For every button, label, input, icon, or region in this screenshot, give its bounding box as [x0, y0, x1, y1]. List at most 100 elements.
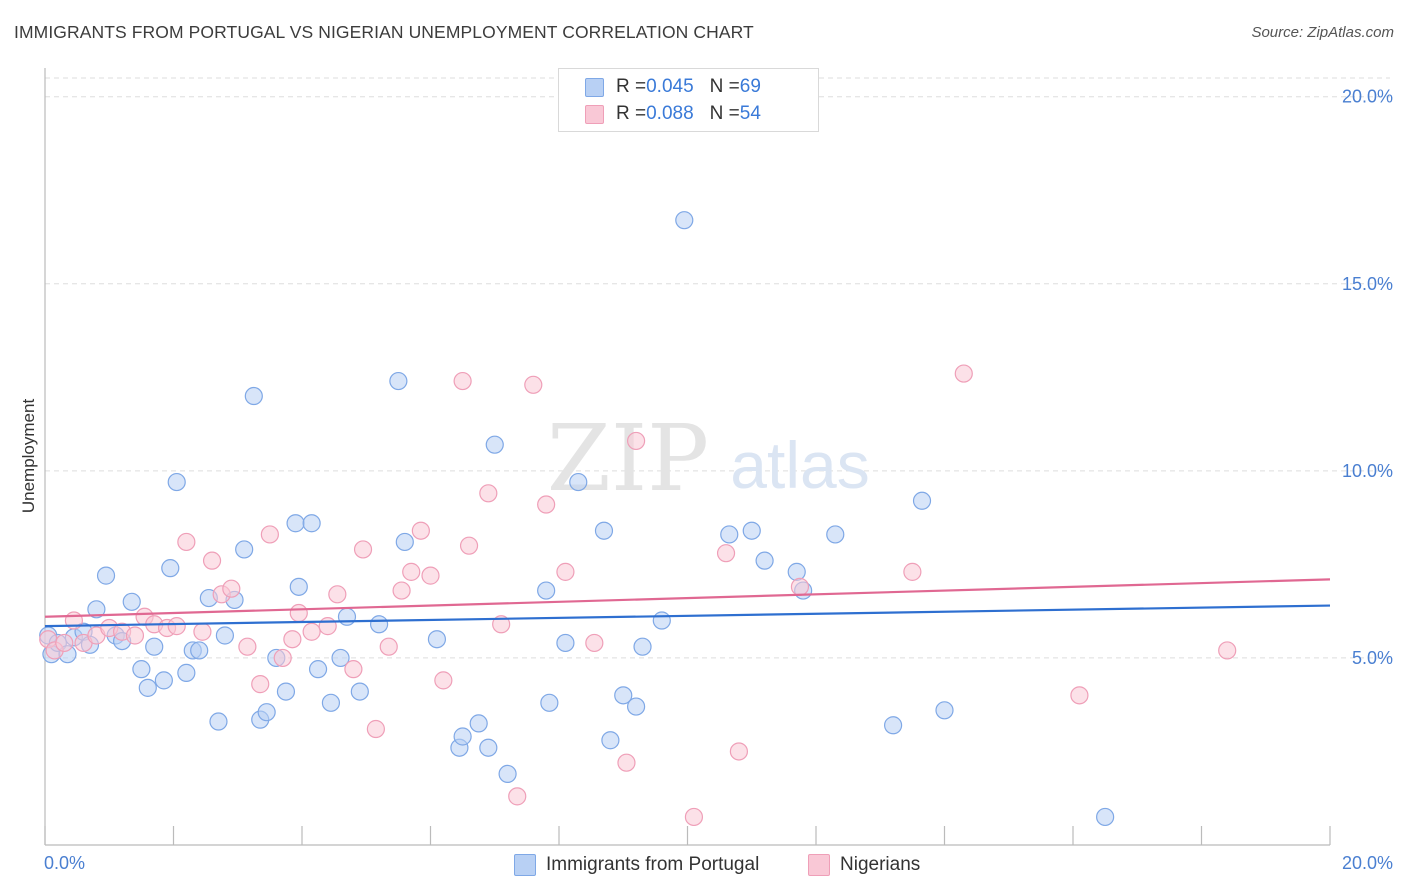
point-nigerians: [222, 579, 241, 598]
legend-r-label: R =: [616, 76, 647, 97]
point-nigerians: [328, 585, 347, 604]
point-nigerians: [366, 719, 385, 739]
point-portugal: [209, 712, 228, 731]
point-portugal: [276, 682, 296, 701]
legend-swatch-pink: [585, 104, 604, 124]
point-portugal: [257, 703, 276, 722]
grid-lines: [45, 77, 1390, 659]
point-nigerians: [302, 622, 321, 641]
point-portugal: [154, 671, 173, 690]
point-portugal: [244, 386, 263, 406]
y-tick-label: 5.0%: [1352, 648, 1393, 668]
series-immigrants-from-portugal: [39, 211, 1115, 827]
point-nigerians: [556, 562, 575, 581]
bottom-legend-nigerians: Nigerians: [808, 852, 920, 878]
point-nigerians: [238, 637, 257, 656]
point-nigerians: [55, 633, 74, 653]
point-nigerians: [411, 521, 430, 540]
tick-labels: 5.0% 10.0% 15.0% 20.0% 0.0% 20.0%: [44, 87, 1393, 873]
point-portugal: [498, 764, 517, 784]
point-nigerians: [260, 525, 279, 544]
point-portugal: [614, 686, 633, 705]
trend-line-nigerians: [44, 578, 1331, 618]
point-nigerians: [379, 637, 398, 656]
legend-row-nigerians: R = 0.088 N = 54: [585, 101, 761, 127]
point-portugal: [161, 559, 180, 578]
point-portugal: [132, 660, 151, 679]
y-tick-label: 10.0%: [1342, 461, 1393, 481]
point-portugal: [308, 660, 328, 679]
point-portugal: [321, 693, 341, 712]
watermark-atlas: atlas: [730, 428, 869, 502]
point-portugal: [540, 693, 559, 712]
point-portugal: [389, 371, 408, 391]
point-nigerians: [421, 566, 440, 585]
point-nigerians: [903, 562, 922, 581]
point-nigerians: [716, 544, 736, 563]
point-nigerians: [1218, 641, 1237, 660]
point-portugal: [469, 714, 488, 733]
point-portugal: [190, 641, 209, 660]
point-portugal: [337, 607, 357, 626]
point-portugal: [215, 626, 234, 645]
legend-box: R = 0.045 N = 69 R = 0.088 N = 54: [558, 68, 819, 132]
series-nigerians: [39, 364, 1237, 827]
legend-n-value: 69: [739, 76, 761, 97]
point-nigerians: [954, 364, 973, 383]
bottom-legend-swatch-blue: [514, 854, 536, 876]
point-portugal: [720, 525, 739, 544]
point-nigerians: [177, 532, 196, 552]
point-nigerians: [193, 622, 212, 641]
point-nigerians: [524, 375, 543, 394]
bottom-legend-label-portugal: Immigrants from Portugal: [546, 854, 760, 875]
point-nigerians: [318, 617, 337, 636]
point-nigerians: [626, 431, 646, 451]
point-portugal: [145, 637, 164, 656]
legend-r-value: 0.045: [646, 76, 694, 97]
bottom-legend-portugal: Immigrants from Portugal: [514, 852, 759, 878]
point-nigerians: [492, 615, 511, 634]
point-portugal: [331, 648, 350, 668]
point-portugal: [537, 581, 556, 600]
x-tick-label: 0.0%: [44, 853, 85, 873]
point-portugal: [485, 435, 504, 454]
x-tick-label: 20.0%: [1342, 853, 1393, 873]
point-portugal: [742, 521, 761, 540]
point-portugal: [453, 727, 472, 746]
point-portugal: [626, 697, 646, 716]
y-tick-label: 15.0%: [1342, 274, 1393, 294]
point-portugal: [935, 701, 954, 720]
point-nigerians: [202, 551, 222, 570]
point-portugal: [395, 532, 414, 552]
point-portugal: [912, 491, 932, 510]
point-portugal: [675, 211, 694, 230]
point-portugal: [652, 611, 671, 630]
point-nigerians: [353, 540, 373, 559]
point-portugal: [601, 731, 620, 750]
point-portugal: [883, 716, 903, 735]
point-portugal: [289, 577, 308, 596]
legend-r-label: R =: [616, 103, 647, 124]
point-portugal: [122, 592, 141, 611]
point-portugal: [235, 540, 254, 559]
point-nigerians: [289, 603, 308, 623]
point-nigerians: [729, 742, 749, 761]
point-nigerians: [434, 671, 453, 690]
point-portugal: [594, 521, 614, 540]
point-nigerians: [392, 581, 411, 600]
bottom-legend-swatch-pink: [808, 854, 830, 876]
point-nigerians: [790, 577, 810, 596]
source-label: Source: ZipAtlas.com: [1251, 24, 1394, 41]
point-portugal: [556, 633, 575, 653]
point-nigerians: [283, 630, 302, 649]
point-portugal: [755, 551, 774, 570]
point-portugal: [286, 514, 305, 533]
legend-n-value: 54: [739, 103, 761, 124]
point-portugal: [1096, 807, 1115, 827]
point-nigerians: [684, 807, 704, 827]
point-portugal: [302, 514, 321, 533]
trend-line-portugal: [44, 604, 1331, 628]
legend-swatch-blue: [585, 77, 604, 97]
watermark: ZIP atlas: [547, 405, 870, 512]
